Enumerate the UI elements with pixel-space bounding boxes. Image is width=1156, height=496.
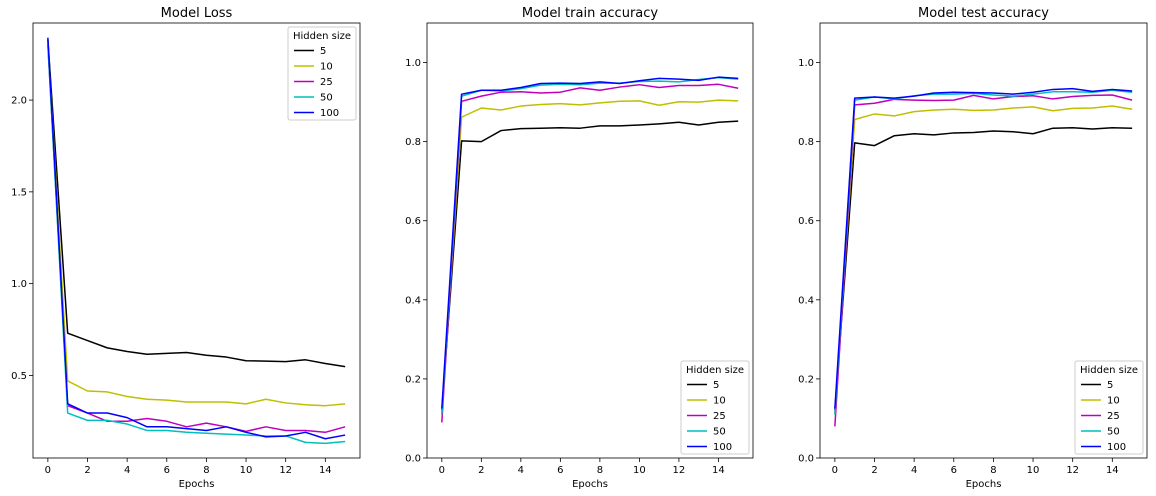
legend: Hidden size 5 10 25 50 100 (680, 360, 750, 455)
y-tick-label: 0.4 (798, 295, 814, 306)
y-tick-label: 0.8 (798, 137, 814, 148)
x-tick-label: 0 (45, 465, 51, 476)
chart-title: Model test accuracy (918, 6, 1049, 21)
x-tick-label: 6 (164, 465, 170, 476)
series-line-5 (441, 120, 739, 411)
y-tick-label: 2.0 (11, 96, 27, 107)
legend-title: Hidden size (293, 31, 351, 42)
legend-label: 25 (713, 411, 726, 422)
plot-frame (32, 22, 361, 459)
legend: Hidden size 5 10 25 50 100 (287, 26, 357, 121)
y-tick-label: 0.6 (798, 216, 814, 227)
legend-label: 10 (320, 62, 333, 73)
x-tick-label: 8 (597, 465, 603, 476)
x-tick-label: 14 (712, 465, 725, 476)
legend-label: 25 (1107, 411, 1120, 422)
x-tick-label: 6 (557, 465, 563, 476)
chart-panel-2: Model test accuracy 0 2 4 6 8 10 12 14 0.0 0.2 0.4 0… (798, 6, 1148, 490)
y-tick-label: 0.5 (11, 371, 27, 382)
x-tick-label: 0 (832, 465, 838, 476)
x-tick-label: 8 (203, 465, 209, 476)
series-line-5 (834, 127, 1133, 411)
x-tick-label: 14 (319, 465, 332, 476)
x-tick-label: 4 (518, 465, 524, 476)
series-line-5 (47, 39, 346, 368)
x-axis-label: Epochs (966, 479, 1002, 490)
legend-label: 25 (320, 77, 333, 88)
series-line-10 (441, 99, 739, 415)
legend-title: Hidden size (1080, 365, 1138, 376)
y-tick-label: 1.5 (11, 187, 27, 198)
chart-panel-1: Model train accuracy 0 2 4 6 8 10 12 14 0.0 0.2 0.4… (405, 6, 754, 490)
x-tick-label: 4 (124, 465, 130, 476)
series-line-10 (47, 41, 346, 407)
y-tick-label: 0.2 (798, 374, 814, 385)
y-tick-label: 0.0 (798, 454, 814, 465)
legend-label: 50 (320, 93, 333, 104)
y-tick-label: 1.0 (11, 279, 27, 290)
x-tick-label: 10 (240, 465, 253, 476)
legend-title: Hidden size (686, 365, 744, 376)
series-line-25 (441, 83, 739, 423)
series-line-50 (47, 43, 346, 445)
series-line-10 (834, 105, 1133, 415)
legend-label: 100 (320, 108, 339, 119)
legend-label: 50 (713, 427, 726, 438)
x-tick-label: 10 (1027, 465, 1040, 476)
legend-label: 5 (713, 380, 719, 391)
chart-title: Model Loss (161, 6, 233, 21)
x-tick-label: 10 (633, 465, 646, 476)
plot-frame (426, 22, 754, 459)
y-tick-label: 0.2 (405, 374, 421, 385)
x-tick-label: 2 (478, 465, 484, 476)
x-tick-label: 12 (279, 465, 292, 476)
y-tick-label: 0.0 (405, 454, 421, 465)
y-tick-label: 1.0 (798, 58, 814, 69)
legend-label: 5 (1107, 380, 1113, 391)
y-tick-label: 0.6 (405, 216, 421, 227)
x-tick-label: 4 (911, 465, 917, 476)
x-tick-label: 6 (951, 465, 957, 476)
x-tick-label: 2 (871, 465, 877, 476)
legend: Hidden size 5 10 25 50 100 (1074, 360, 1144, 455)
chart-panel-0: Model Loss 0 2 4 6 8 10 12 14 0.5 1.0 1.5 2.0 Epochs H… (11, 6, 361, 490)
legend-label: 10 (1107, 396, 1120, 407)
series-line-100 (834, 87, 1133, 409)
series-line-100 (47, 37, 346, 440)
series-line-25 (47, 44, 346, 434)
x-tick-label: 8 (990, 465, 996, 476)
legend-label: 5 (320, 46, 326, 57)
series-line-25 (834, 94, 1133, 427)
y-tick-label: 1.0 (405, 58, 421, 69)
chart-title: Model train accuracy (522, 6, 659, 21)
x-tick-label: 2 (84, 465, 90, 476)
legend-label: 100 (1107, 442, 1126, 453)
legend-label: 10 (713, 396, 726, 407)
legend-label: 50 (1107, 427, 1120, 438)
legend-label: 100 (713, 442, 732, 453)
x-tick-label: 12 (673, 465, 686, 476)
y-tick-label: 0.4 (405, 295, 421, 306)
x-axis-label: Epochs (179, 479, 215, 490)
x-tick-label: 0 (439, 465, 445, 476)
series-line-100 (441, 76, 739, 409)
plot-frame (819, 22, 1148, 459)
y-tick-label: 0.8 (405, 137, 421, 148)
x-tick-label: 14 (1106, 465, 1119, 476)
x-tick-label: 12 (1066, 465, 1079, 476)
x-axis-label: Epochs (572, 479, 608, 490)
